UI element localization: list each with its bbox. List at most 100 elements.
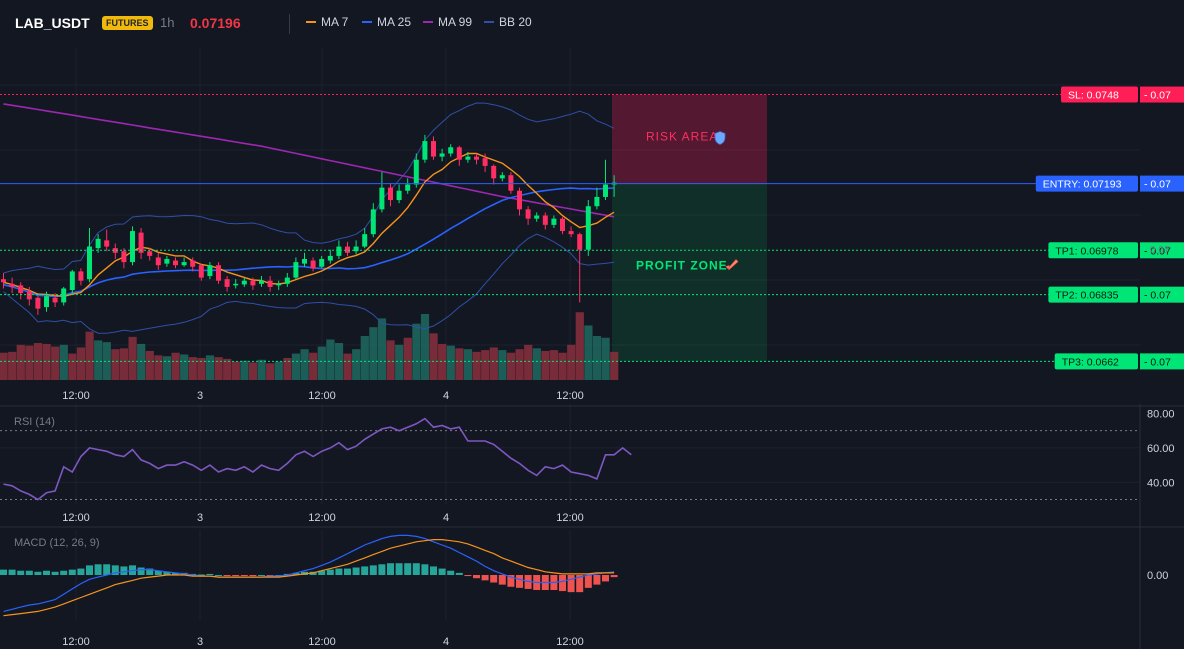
macd-histogram-bar xyxy=(481,575,489,581)
candle-body xyxy=(345,246,350,253)
macd-histogram-bar xyxy=(17,570,25,575)
candle-body xyxy=(1,279,6,283)
legend-ma99[interactable]: MA 99 xyxy=(423,15,472,29)
volume-bar xyxy=(257,359,266,380)
volume-bar xyxy=(360,336,369,380)
candle-body xyxy=(517,190,522,210)
macd-histogram-bar xyxy=(86,565,93,575)
entry-level-price: - 0.07 xyxy=(1144,179,1171,191)
x-tick-label: 12:00 xyxy=(308,636,336,648)
tp2-level-price: - 0.07 xyxy=(1144,290,1171,302)
macd-histogram-bar xyxy=(240,575,248,576)
x-tick-label: 12:00 xyxy=(308,390,336,402)
interval-selector[interactable]: 1h xyxy=(160,15,175,30)
candle-body xyxy=(44,296,49,308)
ma25-swatch xyxy=(362,20,372,23)
legend-ma7[interactable]: MA 7 xyxy=(306,15,348,29)
candle-body xyxy=(508,175,514,191)
entry-level-label: ENTRY: 0.07193 xyxy=(1043,179,1122,191)
volume-bar xyxy=(16,344,25,380)
macd-histogram-bar xyxy=(361,566,369,575)
macd-histogram-bar xyxy=(593,575,601,585)
macd-histogram-bar xyxy=(352,567,360,575)
trade-zones: RISK AREA PROFIT ZONE xyxy=(612,94,767,362)
bb-lower-line xyxy=(3,233,615,334)
macd-histogram-bar xyxy=(197,574,205,576)
candle-body xyxy=(431,141,436,157)
candle-body xyxy=(18,285,24,294)
candle-body xyxy=(121,251,127,263)
volume-bar xyxy=(515,349,524,380)
tp3-level-label: TP3: 0.0662 xyxy=(1062,356,1119,368)
futures-badge: FUTURES xyxy=(102,16,153,30)
volume-bar xyxy=(532,348,541,380)
volume-bar xyxy=(567,344,576,380)
volume-bar xyxy=(343,353,352,380)
volume-bar xyxy=(248,362,258,380)
candle-body xyxy=(396,190,402,201)
candle-body xyxy=(577,234,583,250)
legend-bb20[interactable]: BB 20 xyxy=(484,15,532,29)
macd-histogram-bar xyxy=(43,570,50,575)
volume-bar xyxy=(326,339,335,380)
volume-bar xyxy=(369,327,378,380)
volume-bar xyxy=(197,358,206,380)
candle-body xyxy=(138,232,144,253)
candle-body xyxy=(233,283,239,286)
macd-histogram-bar xyxy=(404,563,412,575)
candle-body xyxy=(173,260,178,266)
rsi-title: RSI (14) xyxy=(14,416,55,428)
candle-body xyxy=(603,184,608,197)
macd-histogram-bar xyxy=(507,575,515,587)
volume-bar xyxy=(94,340,103,380)
candle-body xyxy=(69,271,75,291)
candle-body xyxy=(456,147,462,160)
volume-bar xyxy=(119,348,129,380)
x-tick-label: 12:00 xyxy=(556,512,584,524)
volume-bar xyxy=(274,361,283,380)
candle-body xyxy=(370,209,376,235)
legend-ma25[interactable]: MA 25 xyxy=(362,15,411,29)
candle-body xyxy=(164,258,170,264)
x-tick-label: 3 xyxy=(197,636,203,648)
volume-bar xyxy=(584,325,593,380)
candle-body xyxy=(259,280,264,284)
volume-bar xyxy=(592,336,602,380)
rsi-pane: RSI (14) 80.00 60.00 40.00 xyxy=(0,408,1175,501)
x-tick-label: 12:00 xyxy=(62,512,90,524)
ma7-line xyxy=(3,152,615,298)
candle-body xyxy=(198,265,204,278)
macd-histogram-bar xyxy=(292,572,300,575)
volume-bar xyxy=(317,346,326,380)
volume-bar xyxy=(463,349,473,380)
sl-level-price: - 0.07 xyxy=(1144,90,1171,102)
candle-body xyxy=(413,159,419,185)
candle-body xyxy=(482,158,488,166)
macd-histogram-bar xyxy=(369,565,377,575)
volume-bar xyxy=(111,349,120,380)
candle-body xyxy=(61,288,67,303)
candle-body xyxy=(78,271,84,281)
tp3-level-price-box xyxy=(1140,353,1184,370)
candle-body xyxy=(87,246,92,280)
macd-histogram-bar xyxy=(68,569,76,575)
macd-histogram-bar xyxy=(34,571,42,575)
macd-histogram-bar xyxy=(146,568,154,575)
symbol-name[interactable]: LAB_USDT xyxy=(15,15,90,31)
macd-histogram-bar xyxy=(8,569,16,575)
chart-header: LAB_USDT FUTURES 1h 0.07196 MA 7 MA 25 M… xyxy=(0,0,1184,48)
candle-body xyxy=(224,279,230,287)
macd-histogram-bar xyxy=(25,570,33,575)
risk-zone xyxy=(612,94,767,184)
macd-line xyxy=(3,534,615,612)
macd-y-tick: 0.00 xyxy=(1147,570,1168,582)
volume-bar xyxy=(25,345,34,380)
risk-zone-label: RISK AREA xyxy=(646,130,718,144)
volume-bar xyxy=(481,350,490,380)
volume-bar xyxy=(180,354,189,380)
macd-histogram-bar xyxy=(576,575,584,593)
macd-histogram-bar xyxy=(137,567,145,575)
candle-body xyxy=(216,265,221,281)
volume-bar xyxy=(154,355,163,380)
